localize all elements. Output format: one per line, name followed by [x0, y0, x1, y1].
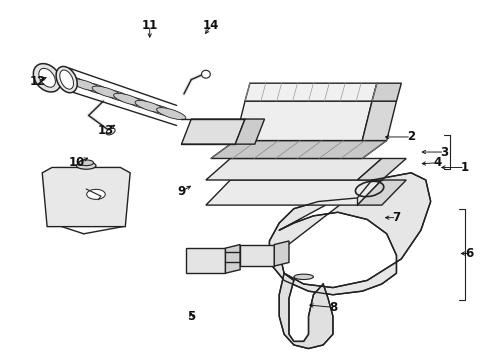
Polygon shape	[362, 101, 396, 140]
Ellipse shape	[157, 108, 186, 120]
Polygon shape	[211, 140, 387, 158]
Text: 3: 3	[441, 145, 448, 158]
Text: 6: 6	[466, 247, 474, 260]
Text: 9: 9	[177, 185, 186, 198]
Polygon shape	[245, 83, 377, 101]
Polygon shape	[235, 101, 372, 140]
Text: 10: 10	[68, 156, 85, 169]
Polygon shape	[181, 119, 245, 144]
Text: 7: 7	[392, 211, 400, 224]
Ellipse shape	[294, 274, 314, 279]
Ellipse shape	[60, 70, 74, 89]
Polygon shape	[186, 248, 225, 273]
Ellipse shape	[124, 97, 153, 109]
Polygon shape	[270, 173, 431, 295]
Text: 13: 13	[98, 124, 114, 137]
Text: 5: 5	[187, 310, 196, 324]
Ellipse shape	[92, 86, 122, 98]
Ellipse shape	[56, 67, 77, 93]
Polygon shape	[274, 241, 289, 266]
Polygon shape	[240, 244, 274, 266]
Text: 14: 14	[202, 19, 219, 32]
Ellipse shape	[103, 90, 132, 102]
Ellipse shape	[76, 162, 96, 169]
Polygon shape	[235, 119, 265, 144]
Ellipse shape	[33, 64, 61, 92]
Text: 11: 11	[142, 19, 158, 32]
Text: 4: 4	[434, 156, 442, 169]
Polygon shape	[372, 83, 401, 101]
Text: 8: 8	[329, 301, 337, 314]
Polygon shape	[206, 158, 382, 180]
Ellipse shape	[146, 104, 175, 116]
Polygon shape	[279, 273, 333, 348]
Ellipse shape	[71, 79, 100, 91]
Polygon shape	[225, 244, 240, 273]
Ellipse shape	[135, 100, 164, 112]
Ellipse shape	[106, 128, 115, 135]
Polygon shape	[357, 158, 406, 180]
Ellipse shape	[87, 189, 105, 199]
Ellipse shape	[60, 75, 89, 87]
Polygon shape	[42, 167, 130, 226]
Ellipse shape	[39, 68, 55, 87]
Ellipse shape	[201, 70, 210, 78]
Ellipse shape	[79, 160, 94, 166]
Ellipse shape	[114, 93, 143, 105]
Text: 1: 1	[461, 161, 469, 174]
Polygon shape	[206, 180, 382, 205]
Text: 12: 12	[29, 75, 46, 88]
Text: 2: 2	[407, 130, 415, 144]
Polygon shape	[357, 180, 406, 205]
Ellipse shape	[81, 82, 111, 95]
